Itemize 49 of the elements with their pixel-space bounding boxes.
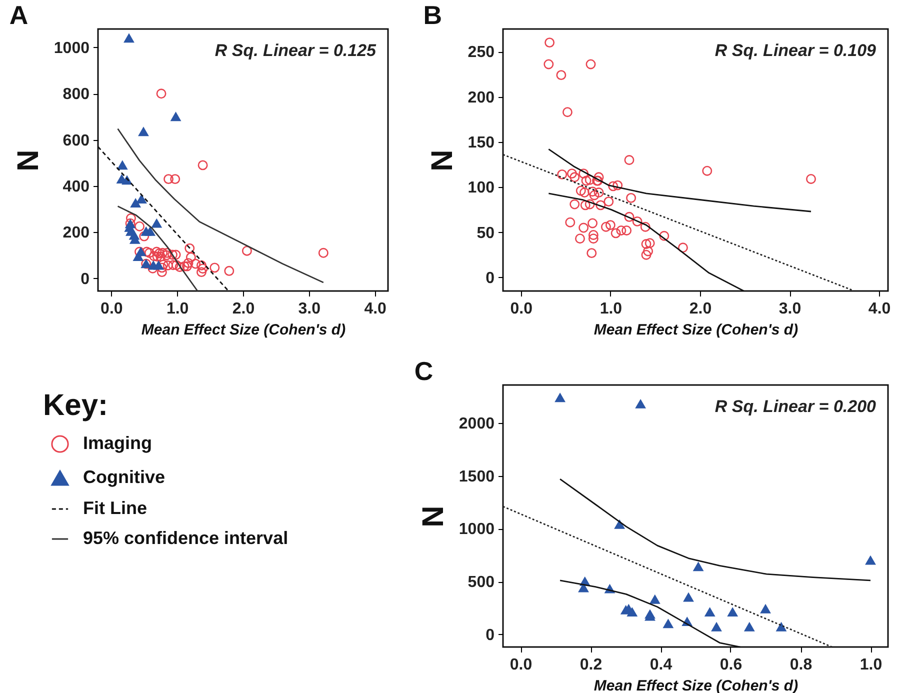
y-tick-label: 400 <box>62 178 90 196</box>
legend-label: Fit Line <box>83 498 147 518</box>
x-tick-label: 0.4 <box>650 656 672 674</box>
y-tick-label: 2000 <box>458 416 495 433</box>
x-tick-label: 0.2 <box>580 656 602 674</box>
y-tick-label: 100 <box>468 180 495 197</box>
x-axis-title: Mean Effect Size (Cohen's d) <box>594 322 798 338</box>
chart-title: C <box>414 356 434 386</box>
x-tick-label: 0.0 <box>510 656 532 674</box>
x-tick-label: 1.0 <box>860 656 882 674</box>
y-axis-title: N <box>426 150 459 172</box>
y-tick-label: 0 <box>486 270 495 287</box>
y-axis-title: N <box>416 506 450 528</box>
x-tick-label: 0.6 <box>720 656 742 674</box>
y-tick-label: 800 <box>62 86 90 104</box>
y-tick-label: 50 <box>476 224 495 242</box>
annotation: R Sq. Linear = 0.109 <box>714 41 877 60</box>
annotation: R Sq. Linear = 0.200 <box>714 397 877 416</box>
y-tick-label: 1000 <box>54 40 90 57</box>
x-tick-label: 2.0 <box>689 300 712 318</box>
annotation: R Sq. Linear = 0.125 <box>214 41 377 60</box>
x-tick-label: 0.8 <box>790 656 812 674</box>
y-tick-label: 500 <box>468 574 495 591</box>
x-tick-label: 3.0 <box>778 300 802 318</box>
y-tick-label: 200 <box>468 89 495 106</box>
y-tick-label: 1500 <box>458 468 495 486</box>
y-tick-label: 0 <box>80 270 90 288</box>
x-tick-label: 4.0 <box>868 300 891 318</box>
chart-title: A <box>9 0 28 30</box>
x-axis-title: Mean Effect Size (Cohen's d) <box>141 322 346 338</box>
x-tick-label: 0.0 <box>100 300 123 318</box>
x-tick-label: 0.0 <box>510 300 533 318</box>
legend-label: Cognitive <box>83 467 166 487</box>
x-tick-label: 3.0 <box>298 300 321 318</box>
y-tick-label: 1000 <box>458 521 495 538</box>
y-tick-label: 600 <box>62 132 90 150</box>
y-tick-label: 0 <box>486 626 495 644</box>
y-axis-title: N <box>12 150 45 172</box>
y-tick-label: 200 <box>62 224 90 242</box>
x-tick-label: 2.0 <box>232 300 255 318</box>
x-tick-label: 1.0 <box>600 300 622 318</box>
legend-title: Key: <box>43 389 108 422</box>
x-tick-label: 4.0 <box>364 300 387 318</box>
y-tick-label: 250 <box>468 44 495 62</box>
x-tick-label: 1.0 <box>166 300 189 318</box>
legend-label: 95% confidence interval <box>83 528 288 548</box>
y-tick-label: 150 <box>468 134 495 152</box>
legend-label: Imaging <box>83 433 152 453</box>
chart-title: B <box>423 0 442 30</box>
